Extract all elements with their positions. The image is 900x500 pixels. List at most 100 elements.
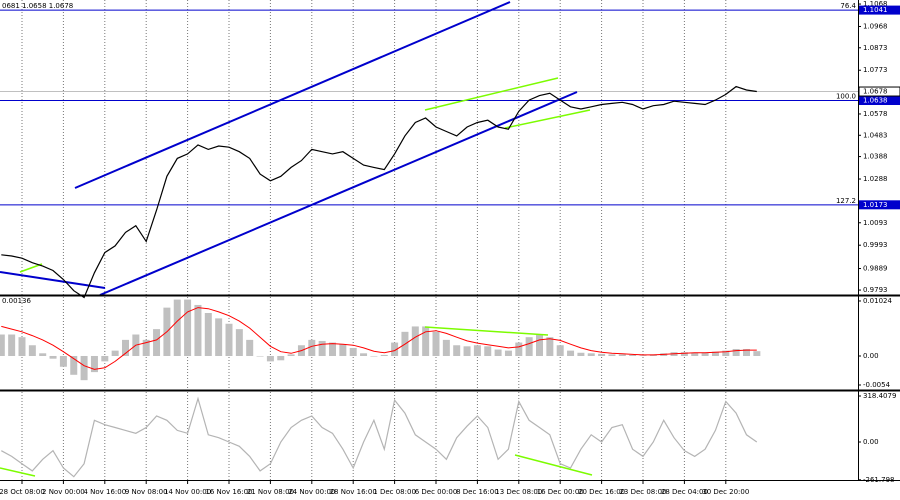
macd-bar — [0, 334, 5, 356]
macd-bar — [122, 339, 129, 356]
x-tick-label: 30 Dec 20:00 — [702, 488, 749, 496]
y-tick-label: 0.9993 — [863, 241, 888, 249]
macd-bar — [711, 351, 719, 356]
macd-bar — [18, 337, 26, 356]
y-tick-label: 1.0483 — [863, 131, 888, 139]
y-tick-label: 318.4079 — [863, 392, 896, 400]
macd-bar — [225, 323, 233, 356]
macd-bar — [442, 339, 450, 356]
level-box — [859, 5, 900, 15]
level-name: 76.4 — [840, 2, 856, 10]
macd-bar — [546, 337, 554, 356]
macd-bar — [142, 339, 150, 356]
macd-bar — [567, 350, 575, 356]
y-tick-label: -0.0054 — [863, 381, 891, 389]
macd-bar — [536, 334, 543, 356]
macd-bar — [380, 354, 388, 356]
macd-bar — [70, 355, 78, 375]
macd-bar — [204, 313, 212, 356]
macd-header: 0.00136 — [2, 297, 31, 305]
macd-bar — [101, 355, 109, 362]
channel-line — [99, 91, 578, 296]
divergence-line — [19, 263, 43, 273]
macd-bar — [463, 346, 471, 356]
macd-bar — [422, 326, 430, 356]
x-tick-label: 8 Dec 16:00 — [456, 488, 499, 496]
x-tick-label: 14 Nov 00:00 — [164, 488, 211, 496]
y-tick-label: 1.1068 — [863, 0, 888, 8]
x-tick-label: 13 Dec 08:00 — [495, 488, 542, 496]
macd-bar — [391, 342, 399, 356]
y-tick-label: 1.0968 — [863, 22, 888, 30]
price-line — [1, 396, 758, 478]
y-tick-label: -261.798 — [863, 476, 894, 484]
macd-bar — [349, 347, 357, 356]
x-tick-label: 16 Dec 00:00 — [537, 488, 584, 496]
macd-bar — [287, 354, 295, 356]
x-tick-label: 28 Oct 08:00 — [0, 488, 45, 496]
macd-bar — [49, 355, 57, 359]
macd-bar — [194, 304, 202, 356]
level-name: 100.0 — [836, 93, 856, 101]
macd-bar — [173, 299, 181, 356]
divergence-line — [424, 326, 549, 336]
x-tick-label: 9 Nov 08:00 — [125, 488, 168, 496]
macd-bar — [370, 355, 378, 357]
current-price-label: 1.0678 — [863, 88, 888, 96]
macd-bar — [691, 352, 699, 356]
macd-bar — [701, 352, 709, 356]
macd-bar — [8, 334, 16, 356]
y-tick-label: 1.0288 — [863, 175, 888, 183]
divergence-line — [514, 454, 593, 476]
macd-bar — [308, 339, 316, 356]
level-box — [859, 96, 900, 106]
macd-bar — [515, 342, 523, 356]
trend-line — [0, 271, 106, 289]
macd-bar — [59, 355, 67, 367]
divergence-line — [424, 77, 559, 111]
price-header: 0681 1.0658 1.0678 — [2, 2, 73, 10]
x-tick-label: 23 Dec 08:00 — [619, 488, 666, 496]
x-tick-label: 21 Nov 08:00 — [247, 488, 294, 496]
macd-bar — [28, 345, 36, 356]
macd-bar — [504, 350, 512, 356]
y-tick-label: 0.9793 — [863, 286, 888, 294]
macd-bar — [318, 340, 326, 356]
x-tick-label: 16 Nov 16:00 — [205, 488, 252, 496]
macd-bar — [360, 353, 368, 356]
y-tick-label: 0.00 — [863, 438, 879, 446]
y-tick-label: 0.00 — [863, 352, 879, 360]
macd-bar — [411, 326, 419, 356]
macd-bar — [473, 345, 481, 356]
macd-bar — [184, 299, 192, 356]
macd-bar — [266, 355, 274, 362]
drawings — [0, 1, 593, 477]
x-tick-label: 6 Dec 00:00 — [415, 488, 458, 496]
macd-bar — [598, 353, 606, 356]
macd-bar — [743, 349, 750, 356]
macd-bar — [432, 331, 440, 356]
macd-bar — [732, 349, 740, 356]
x-tick-label: 28 Nov 16:00 — [330, 488, 377, 496]
level-value: 1.1041 — [863, 6, 888, 14]
macd-bar — [587, 353, 595, 356]
macd-bar — [111, 350, 119, 356]
price-line — [1, 85, 757, 299]
y-tick-label: 1.0388 — [863, 153, 888, 161]
y-tick-label: 1.0773 — [863, 66, 888, 74]
macd-bar — [722, 350, 730, 356]
macd-bar — [577, 352, 585, 356]
x-tick-label: 1 Dec 08:00 — [373, 488, 416, 496]
macd-bar — [80, 355, 88, 381]
macd-bar — [484, 346, 492, 356]
x-tick-label: 2 Nov 00:00 — [42, 488, 85, 496]
x-tick-label: 20 Dec 16:00 — [578, 488, 625, 496]
current-price-box — [858, 86, 900, 97]
macd-bar — [639, 355, 647, 356]
macd-bar — [39, 353, 47, 356]
level-box — [859, 200, 900, 210]
y-tick-label: 1.0873 — [863, 44, 888, 52]
macd-bar — [680, 352, 688, 356]
